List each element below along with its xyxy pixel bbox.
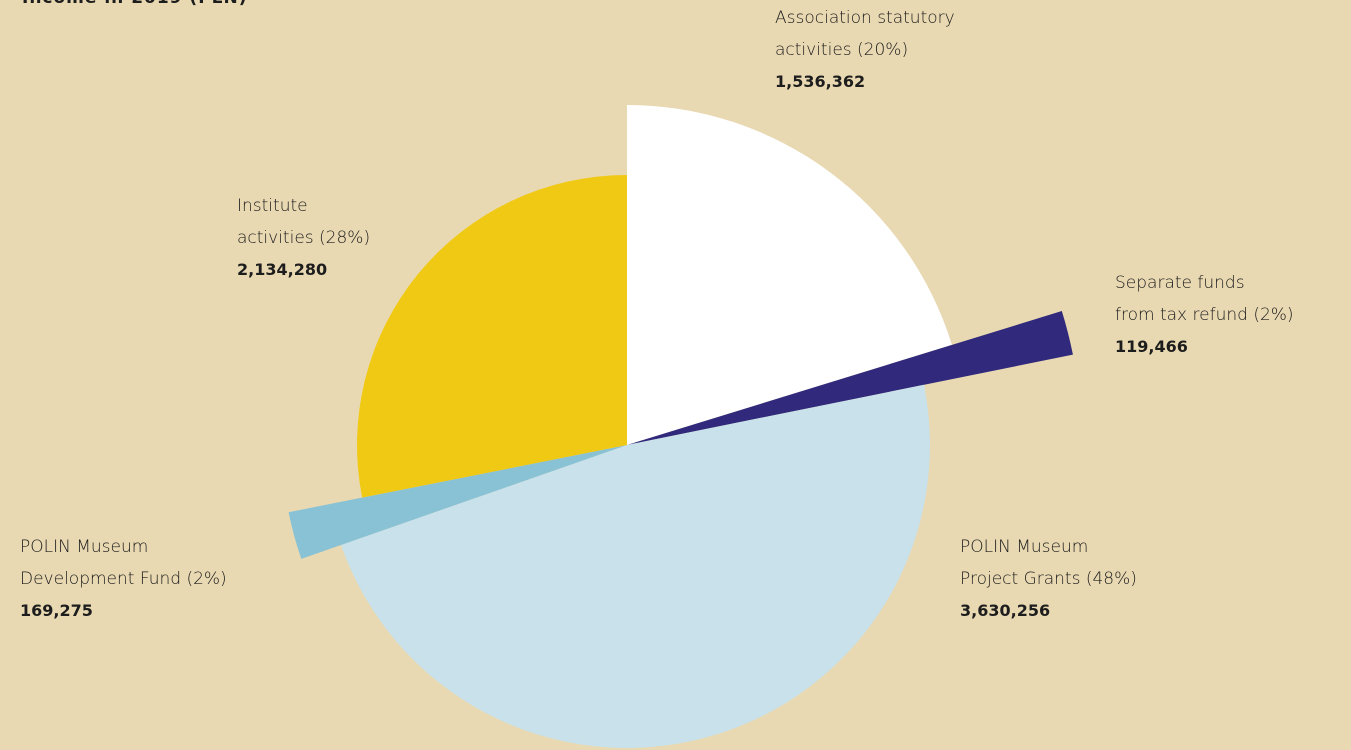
chart-title: Income in 2019 (PLN)	[22, 0, 248, 8]
category-label: activities (20%)	[775, 40, 909, 60]
slice-label: Institute activities (28%) 2,134,280	[237, 190, 370, 286]
category-label: Association statutory	[775, 8, 955, 28]
slice-label: POLIN Museum Development Fund (2%) 169,275	[20, 531, 227, 627]
slice-label: Separate funds from tax refund (2%) 119,46…	[1115, 267, 1294, 363]
pie-slice	[627, 105, 952, 445]
category-label: POLIN Museum	[960, 537, 1089, 557]
pie-slice	[357, 175, 627, 498]
value-label: 1,536,362	[775, 72, 866, 91]
pie-slice	[627, 311, 1073, 445]
category-label: Development Fund (2%)	[20, 569, 227, 589]
pie-slice	[288, 445, 627, 559]
category-label: POLIN Museum	[20, 537, 149, 557]
value-label: 119,466	[1115, 337, 1188, 356]
value-label: 2,134,280	[237, 260, 328, 279]
category-label: Separate funds	[1115, 273, 1245, 293]
slice-label: Association statutory activities (20%) 1,5…	[775, 2, 955, 98]
value-label: 169,275	[20, 601, 93, 620]
pie-slice	[340, 384, 931, 749]
category-label: activities (28%)	[237, 228, 371, 248]
category-label: Project Grants (48%)	[960, 569, 1137, 589]
category-label: Institute	[237, 196, 308, 216]
category-label: from tax refund (2%)	[1115, 305, 1294, 325]
slice-label: POLIN Museum Project Grants (48%) 3,630,25…	[960, 531, 1137, 627]
value-label: 3,630,256	[960, 601, 1051, 620]
